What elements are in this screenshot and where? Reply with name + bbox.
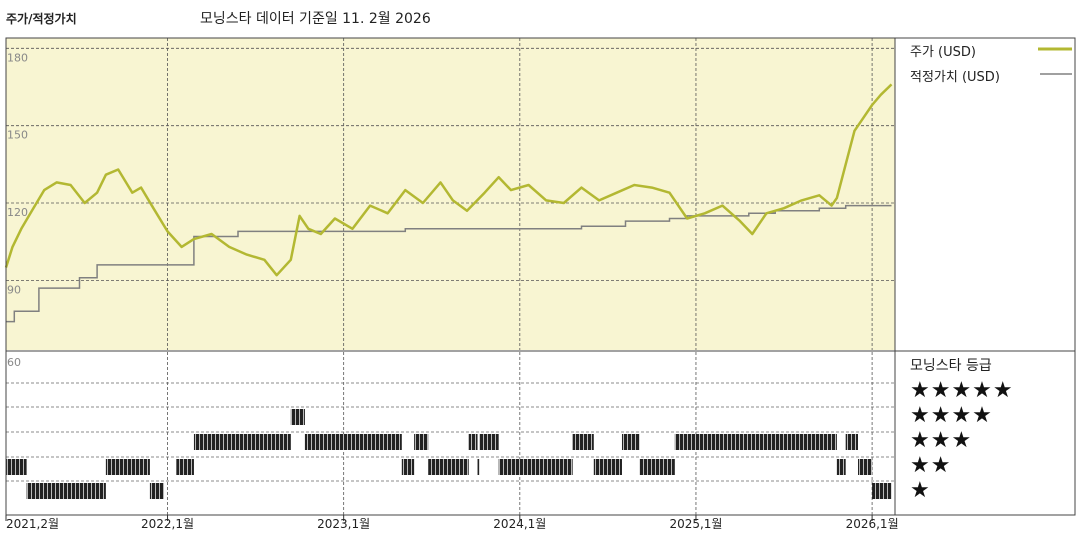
legend-lines xyxy=(1038,47,1072,75)
rating-bar xyxy=(290,409,305,425)
legend-fair-value-label: 적정가치 (USD) xyxy=(910,70,1000,85)
rating-bar xyxy=(149,483,165,499)
rating-bar xyxy=(836,459,846,475)
rating-bar xyxy=(105,459,150,475)
rating-bar xyxy=(639,459,675,475)
outer-frame xyxy=(5,37,1076,516)
rating-bar xyxy=(572,434,594,450)
rating-5-stars: ★★★★★ xyxy=(910,378,1014,403)
rating-bar xyxy=(6,459,27,475)
rating-bar xyxy=(858,459,873,475)
rating-bar xyxy=(674,434,837,450)
y-tick-label: 150 xyxy=(7,129,28,142)
x-tick-label: 2026,1월 xyxy=(846,517,899,531)
plot-background xyxy=(6,38,895,350)
rating-top-label: 60 xyxy=(7,356,21,369)
price-series xyxy=(4,83,893,277)
rating-bar xyxy=(193,434,291,450)
chart-title: 주가/적정가치 xyxy=(6,12,77,26)
x-tick-labels: 2021,2월 2022,1월 2023,1월 2024,1월 2025,1월 2026,… xyxy=(5,515,899,531)
x-tick-label: 2024,1월 xyxy=(493,517,546,531)
rating-bar xyxy=(468,434,478,450)
rating-bar xyxy=(498,459,573,475)
y-tick-label: 180 xyxy=(7,51,28,64)
rating-bar xyxy=(479,434,499,450)
rating-bar xyxy=(304,434,402,450)
rating-bar xyxy=(26,483,106,499)
price-line xyxy=(4,83,893,277)
rating-2-stars: ★★ xyxy=(910,453,952,478)
rating-bar xyxy=(621,434,640,450)
data-source-date: 모닝스타 데이터 기준일 11. 2월 2026 xyxy=(200,11,431,27)
rating-3-stars: ★★★ xyxy=(910,428,973,453)
rating-bar xyxy=(872,483,892,499)
plot-area xyxy=(6,38,895,350)
rating-bar xyxy=(176,459,194,475)
y-tick-labels: 180 150 120 90 60 xyxy=(7,51,28,369)
rating-bar xyxy=(477,459,480,475)
rating-bar xyxy=(428,459,469,475)
x-tick-label: 2025,1월 xyxy=(669,517,722,531)
rating-bar xyxy=(401,459,415,475)
legend-price-label: 주가 (USD) xyxy=(910,45,976,60)
x-tick-label: 2021,2월 xyxy=(6,517,59,531)
rating-4-stars: ★★★★ xyxy=(910,403,993,428)
rating-bar xyxy=(845,434,859,450)
chart-frame xyxy=(5,37,1076,516)
y-tick-label: 120 xyxy=(7,206,28,219)
rating-grid-lines xyxy=(6,382,895,482)
rating-title: 모닝스타 등급 xyxy=(910,358,992,374)
rating-1-stars: ★ xyxy=(910,478,931,503)
rating-bar xyxy=(593,459,622,475)
rating-history-bars xyxy=(6,409,892,499)
y-tick-label: 90 xyxy=(7,283,21,296)
rating-bar xyxy=(414,434,429,450)
x-tick-label: 2022,1월 xyxy=(141,517,194,531)
x-tick-label: 2023,1월 xyxy=(317,517,370,531)
